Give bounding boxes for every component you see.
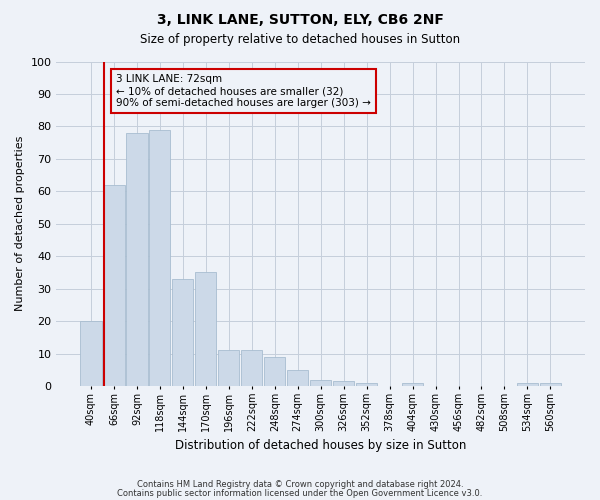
Bar bbox=[517, 383, 538, 386]
Bar bbox=[287, 370, 308, 386]
Bar bbox=[127, 133, 148, 386]
X-axis label: Distribution of detached houses by size in Sutton: Distribution of detached houses by size … bbox=[175, 440, 466, 452]
Bar bbox=[80, 321, 101, 386]
Bar bbox=[333, 381, 354, 386]
Bar bbox=[103, 185, 125, 386]
Bar bbox=[356, 383, 377, 386]
Bar bbox=[540, 383, 561, 386]
Text: Size of property relative to detached houses in Sutton: Size of property relative to detached ho… bbox=[140, 32, 460, 46]
Bar bbox=[264, 357, 286, 386]
Bar bbox=[172, 279, 193, 386]
Bar bbox=[241, 350, 262, 386]
Text: 3, LINK LANE, SUTTON, ELY, CB6 2NF: 3, LINK LANE, SUTTON, ELY, CB6 2NF bbox=[157, 12, 443, 26]
Text: Contains HM Land Registry data © Crown copyright and database right 2024.: Contains HM Land Registry data © Crown c… bbox=[137, 480, 463, 489]
Y-axis label: Number of detached properties: Number of detached properties bbox=[15, 136, 25, 312]
Text: Contains public sector information licensed under the Open Government Licence v3: Contains public sector information licen… bbox=[118, 488, 482, 498]
Bar bbox=[310, 380, 331, 386]
Bar bbox=[218, 350, 239, 386]
Bar bbox=[402, 383, 423, 386]
Text: 3 LINK LANE: 72sqm
← 10% of detached houses are smaller (32)
90% of semi-detache: 3 LINK LANE: 72sqm ← 10% of detached hou… bbox=[116, 74, 371, 108]
Bar bbox=[149, 130, 170, 386]
Bar bbox=[195, 272, 217, 386]
